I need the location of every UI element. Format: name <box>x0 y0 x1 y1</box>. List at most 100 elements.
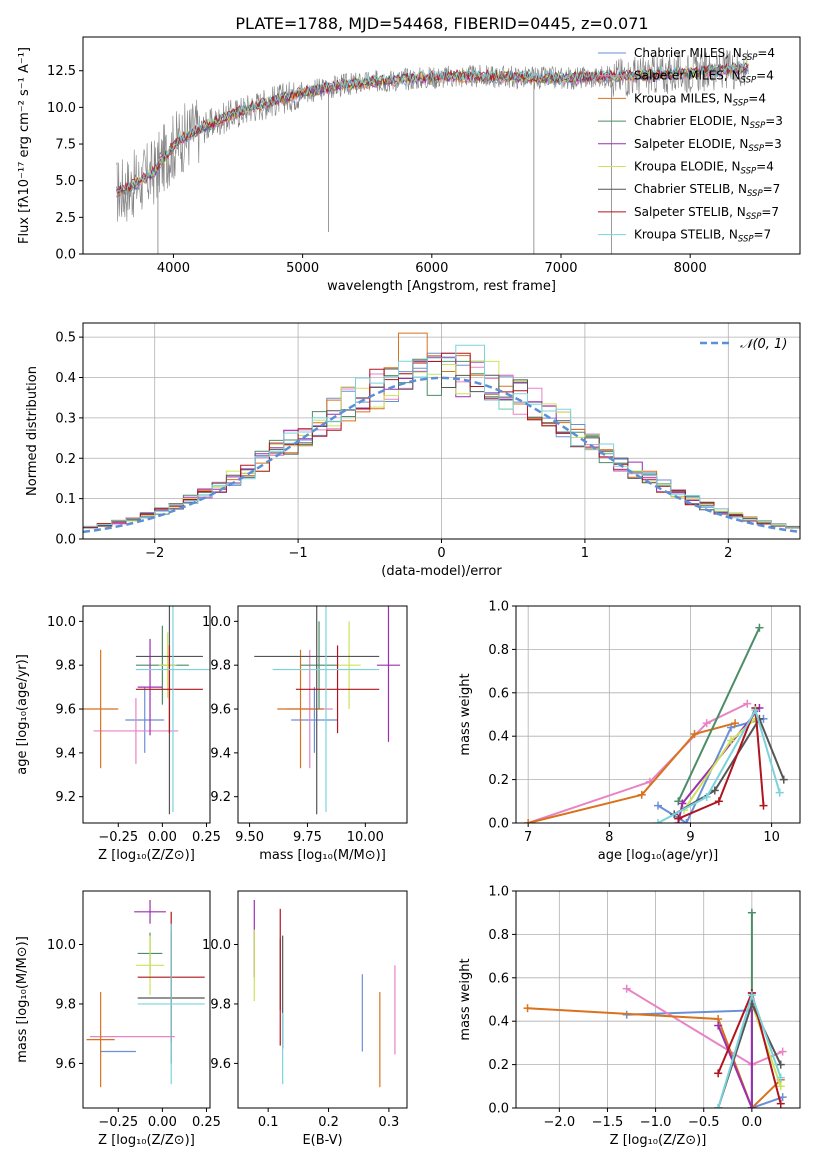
y-axis-label: mass weight <box>458 958 473 1040</box>
legend-label: Kroupa MILES, NSSP=4 <box>634 91 766 108</box>
plot-area-spectrum <box>116 48 749 254</box>
y-tick-label: 1.0 <box>488 600 509 615</box>
axes-frame <box>82 605 211 824</box>
axes-frame <box>237 605 408 824</box>
x-tick-label: 8000 <box>674 261 707 276</box>
axes-residuals: −2 −1 0 1 2 0.0 0.1 0.2 0.3 0.4 0.5 (data-model)/er… <box>25 322 801 579</box>
legend-label: Kroupa ELODIE, NSSP=4 <box>634 160 774 177</box>
y-tick-label: 10.0 <box>47 101 76 116</box>
axes-weight-vs-age: 7 8 9 10 0.0 0.2 0.4 0.6 0.8 1.0 age [log₁₀(age/yr… <box>458 600 801 863</box>
residual-histogram <box>83 360 800 529</box>
figure-title: PLATE=1788, MJD=54468, FIBERID=0445, z=0… <box>235 14 648 33</box>
axes-mass-vs-Z: −0.25 0.00 0.25 9.6 9.8 10.0 Z [log₁₀(Z/Z⊙)] ma… <box>15 890 221 1148</box>
plot-area-weight-vs-age <box>524 623 788 823</box>
x-tick-label: 0.25 <box>192 1115 221 1130</box>
y-tick-label: 9.2 <box>55 790 76 805</box>
y-tick-label: 9.2 <box>210 790 231 805</box>
x-axis-label: E(B-V) <box>302 1133 342 1148</box>
y-tick-label: 1.0 <box>488 885 509 900</box>
y-tick-label: 9.8 <box>55 659 76 674</box>
legend-label: 𝒩(0, 1) <box>740 337 787 352</box>
axes-weight-vs-Z: −2.0 −1.5 −1.0 −0.5 0.0 0.0 0.2 0.4 0.6 0.8 1.0 Z [… <box>458 885 801 1148</box>
x-tick-label: 4000 <box>157 261 190 276</box>
x-axis-label: Z [log₁₀(Z/Z⊙)] <box>98 1133 195 1148</box>
x-tick-label: 6000 <box>415 261 448 276</box>
y-tick-label: 9.8 <box>210 997 231 1012</box>
y-tick-label: 0.2 <box>488 1058 509 1073</box>
x-tick-label: −0.25 <box>98 1115 138 1130</box>
y-axis-label: Flux [fλ10⁻¹⁷ erg cm⁻² s⁻¹ A⁻¹] <box>17 47 32 244</box>
model-spectrum <box>116 60 749 194</box>
legend-label: Chabrier ELODIE, NSSP=3 <box>634 114 783 131</box>
weight-line <box>677 707 765 820</box>
legend-label: Chabrier MILES, NSSP=4 <box>634 46 775 63</box>
x-tick-label: 9.50 <box>235 830 264 845</box>
axes-frame <box>237 890 408 1109</box>
x-tick-label: −2 <box>145 546 164 561</box>
weight-line <box>657 707 781 823</box>
y-tick-label: 9.6 <box>210 1057 231 1072</box>
y-tick-label: 0.0 <box>488 1102 509 1117</box>
x-axis-label: mass [log₁₀(M/M⊙)] <box>259 848 386 863</box>
x-tick-label: −0.5 <box>688 1115 720 1130</box>
y-tick-label: 9.4 <box>55 746 76 761</box>
residual-histogram <box>83 352 800 529</box>
x-tick-label: 8 <box>605 830 613 845</box>
x-tick-label: −1 <box>289 546 308 561</box>
axes-age-vs-Z: −0.25 0.00 0.25 9.2 9.4 9.6 9.8 10.0 Z [log₁₀(Z/… <box>15 605 221 863</box>
model-spectrum <box>116 64 749 198</box>
legend-label: Salpeter ELODIE, NSSP=3 <box>634 137 782 154</box>
plot-area-age-vs-mass <box>254 606 401 815</box>
plot-area-mass-vs-ebv <box>253 899 396 1088</box>
y-tick-label: 0.0 <box>488 817 509 832</box>
gaussian-curve <box>83 376 800 534</box>
model-spectrum <box>116 63 749 198</box>
weight-line <box>527 722 736 823</box>
y-tick-label: 0.1 <box>55 492 76 507</box>
y-axis-label: mass weight <box>458 673 473 755</box>
y-tick-label: 0.4 <box>488 730 509 745</box>
x-tick-label: −2.0 <box>544 1115 576 1130</box>
x-tick-label: 0.00 <box>148 1115 177 1130</box>
x-tick-label: 5000 <box>286 261 319 276</box>
axes-frame <box>82 890 211 1109</box>
y-tick-label: 0.6 <box>488 686 509 701</box>
y-tick-label: 0.0 <box>55 248 76 263</box>
observed-spectrum <box>116 48 749 222</box>
x-tick-label: 0.00 <box>148 830 177 845</box>
legend-label: Salpeter MILES, NSSP=4 <box>634 69 774 86</box>
weight-line <box>527 1007 782 1108</box>
x-axis-label: (data-model)/error <box>381 564 502 579</box>
x-tick-label: 0.3 <box>379 1115 400 1130</box>
y-tick-label: 0.8 <box>488 643 509 658</box>
x-tick-label: 7000 <box>544 261 577 276</box>
y-tick-label: 0.2 <box>488 773 509 788</box>
x-tick-label: 10 <box>763 830 780 845</box>
y-axis-label: mass [log₁₀(M/M⊙)] <box>15 936 30 1063</box>
y-tick-label: 9.8 <box>210 659 231 674</box>
x-tick-label: 2 <box>724 546 732 561</box>
model-spectrum <box>116 63 749 198</box>
x-axis-label: wavelength [Angstrom, rest frame] <box>327 279 556 294</box>
x-axis-label: age [log₁₀(age/yr)] <box>598 848 719 863</box>
y-tick-label: 10.0 <box>202 938 231 953</box>
axes-frame <box>515 890 801 1109</box>
y-tick-label: 0.6 <box>488 971 509 986</box>
y-tick-label: 7.5 <box>55 138 76 153</box>
x-tick-label: −0.25 <box>98 830 138 845</box>
axes-age-vs-mass: 9.50 9.75 10.00 9.2 9.4 9.6 9.8 10.0 mass [log₁₀… <box>202 605 408 863</box>
residual-histogram <box>83 344 800 528</box>
legend-label: Salpeter STELIB, NSSP=7 <box>634 205 779 222</box>
spectrum-legend: Chabrier MILES, NSSP=4 Salpeter MILES, NS… <box>598 46 783 245</box>
plot-area-age-vs-Z <box>83 606 210 815</box>
y-tick-label: 0.8 <box>488 928 509 943</box>
y-tick-label: 9.6 <box>55 703 76 718</box>
y-tick-label: 0.0 <box>55 533 76 548</box>
model-spectrum <box>116 61 749 195</box>
plot-area-weight-vs-Z <box>523 908 787 1108</box>
y-tick-label: 10.0 <box>47 615 76 630</box>
x-tick-label: 9.75 <box>293 830 322 845</box>
y-tick-label: 9.6 <box>210 703 231 718</box>
y-tick-label: 12.5 <box>47 64 76 79</box>
y-axis-label: Normed distribution <box>25 366 40 496</box>
